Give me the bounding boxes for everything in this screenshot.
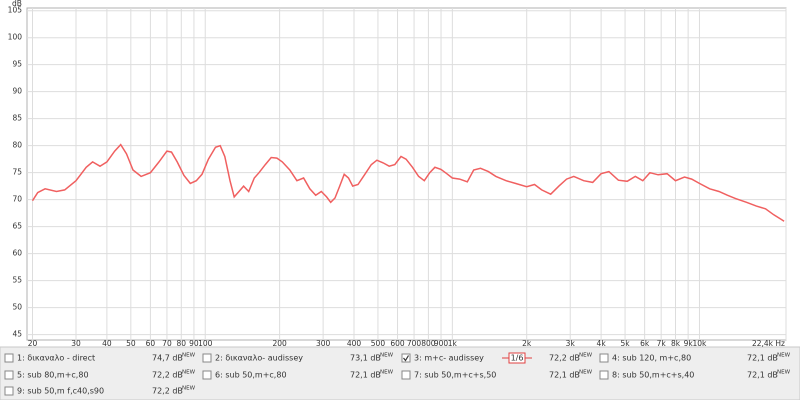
x-tick-label: 500	[371, 339, 386, 348]
measurement-name[interactable]: 8: sub 50,m+c+s,40	[612, 371, 694, 380]
x-tick-label: 10k	[693, 339, 708, 348]
new-badge: NEW	[380, 353, 394, 359]
x-tick-label: 300	[316, 339, 331, 348]
checkbox[interactable]	[599, 353, 609, 363]
measurement-level: 72,2 dB	[152, 371, 183, 380]
y-tick-label: 55	[12, 276, 22, 285]
plot-area	[26, 7, 787, 341]
y-tick-label: 90	[12, 87, 22, 96]
y-tick-label: 80	[12, 141, 22, 150]
measurement-level: 73,1 dB	[350, 354, 381, 363]
x-tick-label: 700	[407, 339, 422, 348]
x-tick-label: 50	[126, 339, 136, 348]
y-tick-label: 100	[8, 33, 23, 42]
x-tick-label: 4k	[597, 339, 607, 348]
x-tick-label: 200	[272, 339, 287, 348]
new-badge: NEW	[777, 370, 791, 376]
checkbox[interactable]	[4, 386, 14, 396]
x-tick-label: 90	[189, 339, 199, 348]
x-tick-label: 60	[146, 339, 156, 348]
x-tick-label: 30	[71, 339, 81, 348]
measurement-name[interactable]: 2: δικαναλο- audissey	[215, 354, 303, 363]
new-badge: NEW	[579, 370, 593, 376]
x-tick-label: 3k	[566, 339, 576, 348]
x-tick-label: 400	[347, 339, 362, 348]
new-badge: NEW	[182, 370, 196, 376]
y-tick-label: 65	[12, 222, 22, 231]
x-tick-label: 5k	[620, 339, 630, 348]
checkmark	[403, 355, 410, 362]
checkbox[interactable]	[202, 370, 212, 380]
x-tick-label: 20	[28, 339, 38, 348]
measurement-level: 74,7 dB	[152, 354, 183, 363]
checkbox[interactable]	[401, 370, 411, 380]
new-badge: NEW	[182, 353, 196, 359]
checkbox[interactable]	[4, 370, 14, 380]
x-tick-label: 9k	[684, 339, 694, 348]
measurement-level: 72,1 dB	[549, 371, 580, 380]
y-tick-label: 70	[12, 195, 22, 204]
x-tick-label: 80	[177, 339, 187, 348]
measurement-level: 72,2 dB	[549, 354, 580, 363]
y-tick-label: 95	[12, 60, 22, 69]
response-curve	[31, 143, 785, 222]
measurement-name[interactable]: 5: sub 80,m+c,80	[17, 371, 89, 380]
y-unit: dB	[12, 0, 22, 8]
y-tick-label: 60	[12, 249, 22, 258]
measurement-level: 72,1 dB	[747, 371, 778, 380]
x-tick-label: 900	[434, 339, 449, 348]
new-badge: NEW	[182, 386, 196, 392]
x-tick-label: 7k	[657, 339, 667, 348]
x-tick-label: 70	[162, 339, 172, 348]
checkbox[interactable]	[202, 353, 212, 363]
measurement-name[interactable]: 1: δικαναλο - direct	[17, 354, 95, 363]
x-tick-label: 40	[102, 339, 112, 348]
measurement-name[interactable]: 4: sub 120, m+c,80	[612, 354, 691, 363]
new-badge: NEW	[380, 370, 394, 376]
measurement-name[interactable]: 3: m+c- audissey	[414, 354, 484, 363]
x-tick-label: 1k	[448, 339, 458, 348]
x-tick-label: 6k	[640, 339, 650, 348]
x-tick-label: 800	[421, 339, 436, 348]
measurement-level: 72,1 dB	[350, 371, 381, 380]
x-tick-label: 2k	[522, 339, 532, 348]
x-tick-label: 600	[390, 339, 405, 348]
x-tick-label: 22,4k Hz	[752, 339, 785, 348]
measurement-panel	[0, 346, 800, 400]
y-tick-label: 45	[12, 330, 22, 339]
checkbox[interactable]	[599, 370, 609, 380]
new-badge: NEW	[777, 353, 791, 359]
x-tick-label: 100	[198, 339, 213, 348]
measurement-name[interactable]: 9: sub 50,m f,c40,s90	[17, 387, 104, 396]
y-tick-label: 50	[12, 303, 22, 312]
checkbox[interactable]	[4, 353, 14, 363]
measurement-level: 72,2 dB	[152, 387, 183, 396]
measurement-level: 72,1 dB	[747, 354, 778, 363]
measurement-name[interactable]: 7: sub 50,m+c+s,50	[414, 371, 496, 380]
y-tick-label: 75	[12, 168, 22, 177]
x-tick-label: 8k	[671, 339, 681, 348]
smoothing-label[interactable]: 1/6	[511, 354, 524, 363]
measurement-name[interactable]: 6: sub 50,m+c,80	[215, 371, 287, 380]
y-tick-label: 105	[8, 6, 23, 15]
y-tick-label: 85	[12, 114, 22, 123]
new-badge: NEW	[579, 353, 593, 359]
checkbox[interactable]	[401, 353, 411, 363]
